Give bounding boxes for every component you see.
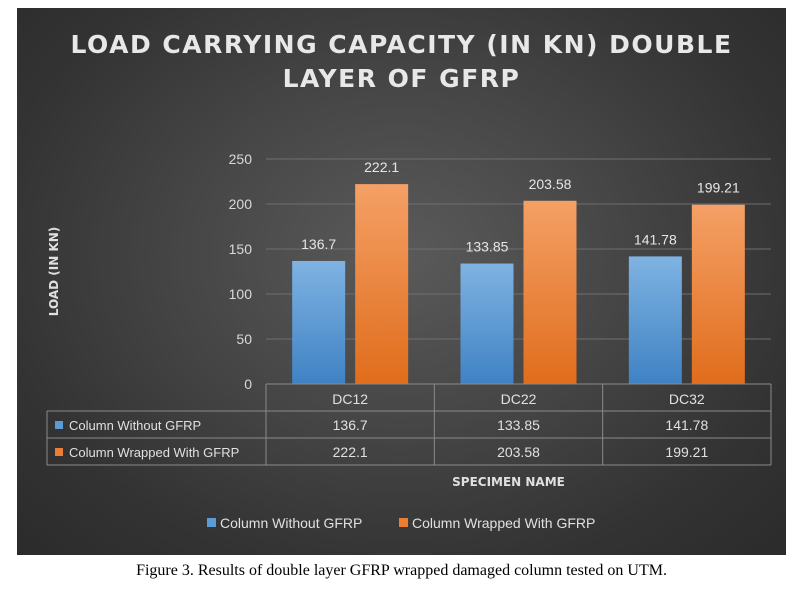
bar [523, 200, 577, 384]
table-cell: 203.58 [497, 444, 540, 460]
chart-title-line-2: LAYER OF GFRP [282, 64, 521, 93]
y-tick-label: 250 [229, 151, 253, 167]
chart-panel: LOAD CARRYING CAPACITY (IN KN) DOUBLE LA… [17, 8, 786, 555]
table-cell: 199.21 [665, 444, 708, 460]
table-cell: 133.85 [497, 417, 540, 433]
bar-value-label: 222.1 [364, 159, 399, 175]
figure-caption: Figure 3. Results of double layer GFRP w… [136, 562, 667, 579]
x-category-label: DC12 [332, 391, 368, 407]
x-axis-label: SPECIMEN NAME [452, 475, 565, 489]
y-tick-label: 50 [236, 331, 252, 347]
legend-swatch [207, 518, 216, 527]
table-series-name: Column Wrapped With GFRP [69, 445, 239, 460]
table-series-name: Column Without GFRP [69, 418, 201, 433]
legend-swatch [399, 518, 408, 527]
bar-value-label: 133.85 [466, 239, 509, 255]
bar [691, 204, 745, 384]
bar-value-label: 141.78 [634, 231, 677, 247]
table-cell: 141.78 [665, 417, 708, 433]
y-tick-label: 150 [229, 241, 253, 257]
table-cell: 222.1 [333, 444, 368, 460]
bar-value-label: 203.58 [529, 176, 572, 192]
bar [292, 260, 346, 384]
legend-label: Column Wrapped With GFRP [412, 515, 595, 531]
x-category-label: DC22 [501, 391, 537, 407]
bar-value-label: 199.21 [697, 180, 740, 196]
bar [460, 263, 514, 384]
chart-title-line-1: LOAD CARRYING CAPACITY (IN KN) DOUBLE [70, 30, 733, 59]
y-tick-label: 200 [229, 196, 253, 212]
table-legend-key [55, 448, 63, 456]
y-tick-label: 0 [244, 376, 252, 392]
table-legend-key [55, 421, 63, 429]
table-cell: 136.7 [333, 417, 368, 433]
x-category-label: DC32 [669, 391, 705, 407]
y-tick-label: 100 [229, 286, 253, 302]
y-axis-label: LOAD (IN KN) [47, 227, 61, 317]
bar-chart: 0 50 100 150 200 250 LOAD (IN KN) 136.7 133.85 14… [46, 151, 772, 531]
legend-label: Column Without GFRP [220, 515, 362, 531]
bar [628, 256, 682, 384]
chart-title: LOAD CARRYING CAPACITY (IN KN) DOUBLE LA… [17, 28, 786, 96]
bar [355, 184, 409, 384]
bar-value-label: 136.7 [301, 236, 336, 252]
